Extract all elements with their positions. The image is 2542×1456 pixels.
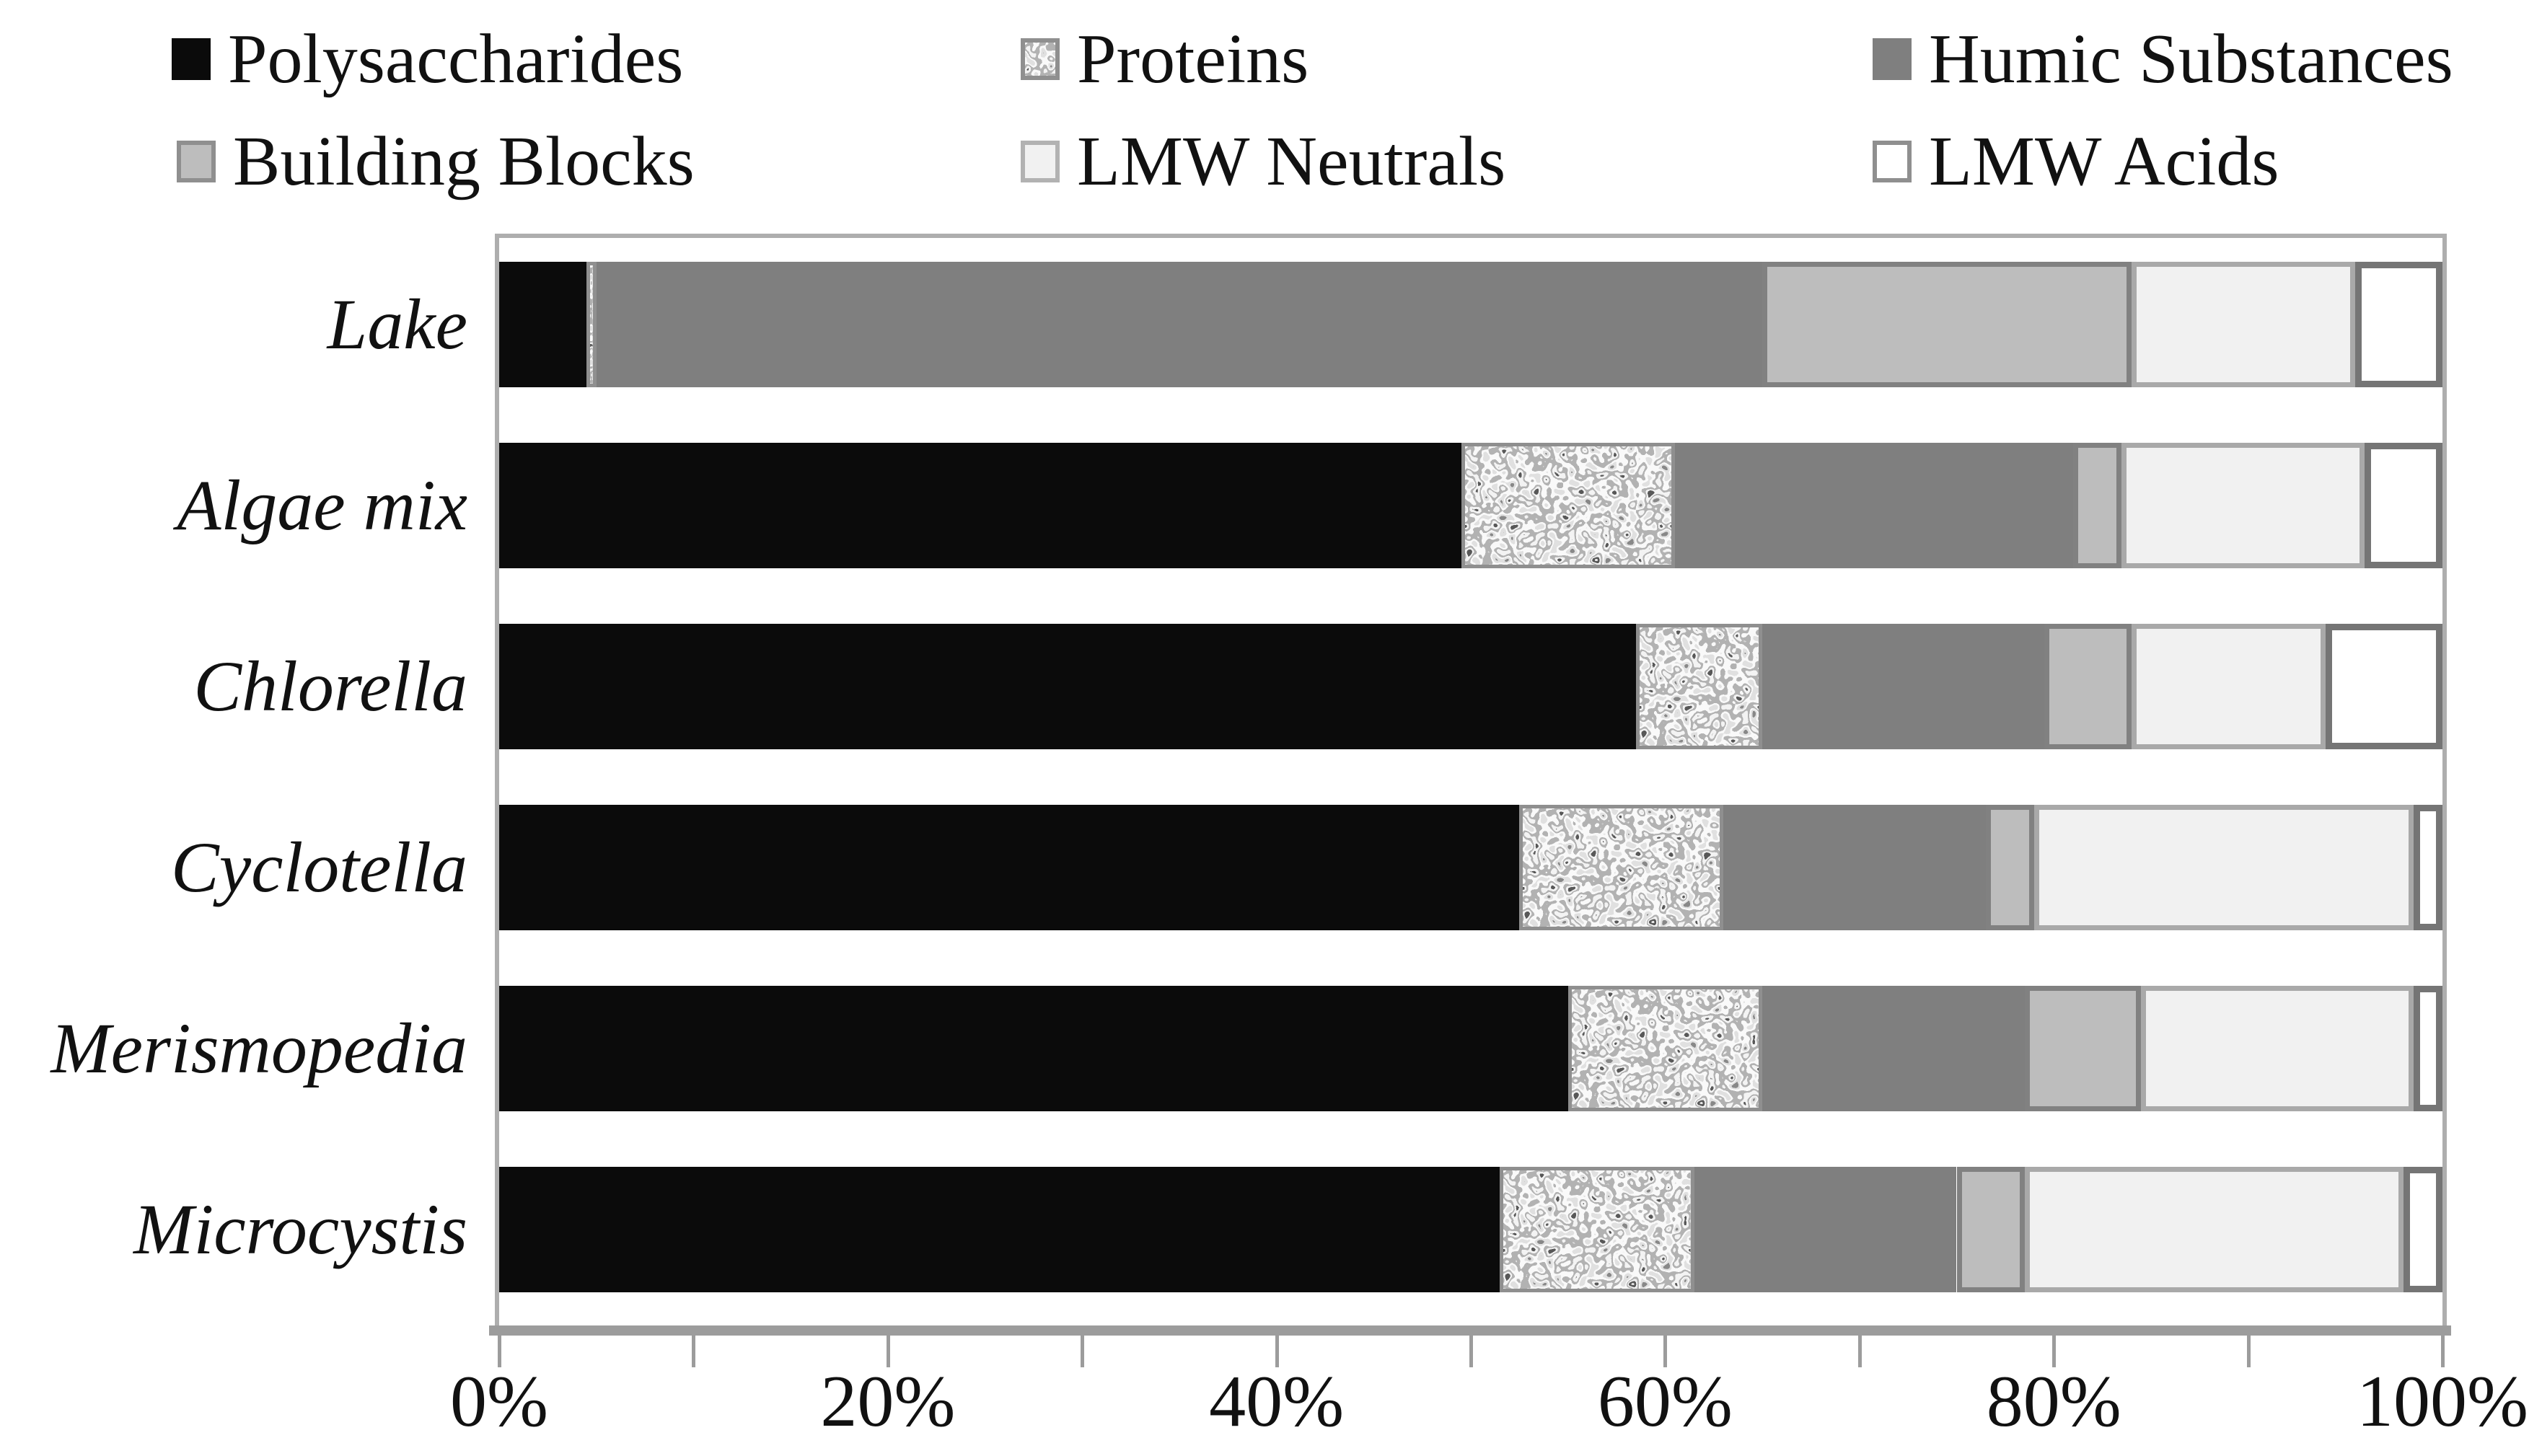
x-axis-tick-label-0: 0% (450, 1361, 548, 1442)
segment-proteins-cyclotella (1519, 805, 1724, 930)
legend-item-building-blocks: Building Blocks (177, 118, 695, 205)
legend-label-building-blocks: Building Blocks (233, 123, 695, 200)
legend-swatch-lmw-neutrals-icon (1021, 141, 1060, 182)
bar-row-merismopedia (499, 986, 2442, 1111)
x-axis-tick (1081, 1336, 1085, 1367)
x-axis-tick-label-20: 20% (820, 1361, 956, 1442)
category-label-cyclotella: Cyclotella (171, 827, 467, 907)
segment-building-blocks-microcystis (1956, 1167, 2025, 1292)
x-axis-tick (2441, 1336, 2445, 1367)
bar-row-algae-mix (499, 443, 2442, 568)
x-axis-tick-label-60: 60% (1597, 1361, 1733, 1442)
x-axis-tick (692, 1336, 696, 1367)
x-axis-tick (886, 1336, 890, 1367)
segment-polysaccharides-algae-mix (499, 443, 1461, 568)
segment-humic-substances-merismopedia (1762, 986, 2025, 1111)
bar-row-cyclotella (499, 805, 2442, 930)
category-label-algae-mix: Algae mix (177, 465, 467, 545)
bar-row-lake (499, 262, 2442, 387)
segment-building-blocks-cyclotella (1985, 805, 2035, 930)
segment-humic-substances-microcystis (1694, 1167, 1957, 1292)
segment-lmw-neutrals-merismopedia (2141, 986, 2414, 1111)
segment-polysaccharides-lake (499, 262, 587, 387)
x-axis-tick-label-80: 80% (1986, 1361, 2121, 1442)
legend-item-lmw-acids: LMW Acids (1873, 118, 2279, 205)
segment-lmw-acids-lake (2354, 262, 2442, 387)
segment-lmw-acids-microcystis (2404, 1167, 2442, 1292)
segment-polysaccharides-cyclotella (499, 805, 1520, 930)
x-axis-tick (1275, 1336, 1279, 1367)
legend-label-lmw-acids: LMW Acids (1929, 123, 2279, 200)
x-axis-tick-label-100: 100% (2357, 1361, 2528, 1442)
legend-swatch-polysaccharides-icon (172, 38, 211, 80)
segment-proteins-chlorella (1635, 624, 1763, 749)
segment-building-blocks-lake (1762, 262, 2132, 387)
category-label-chlorella: Chlorella (193, 646, 467, 726)
x-axis-tick (1857, 1336, 1862, 1367)
legend-label-lmw-neutrals: LMW Neutrals (1077, 123, 1506, 200)
legend-label-polysaccharides: Polysaccharides (228, 20, 684, 98)
segment-proteins-lake (586, 262, 597, 387)
bar-row-chlorella (499, 624, 2442, 749)
legend-swatch-humic-substances-icon (1873, 38, 1912, 80)
segment-lmw-acids-merismopedia (2413, 986, 2442, 1111)
segment-humic-substances-algae-mix (1674, 443, 2074, 568)
segment-polysaccharides-chlorella (499, 624, 1636, 749)
segment-polysaccharides-microcystis (499, 1167, 1500, 1292)
segment-lmw-acids-cyclotella (2413, 805, 2442, 930)
category-label-merismopedia: Merismopedia (50, 1008, 467, 1088)
segment-humic-substances-lake (596, 262, 1763, 387)
x-axis-tick (2246, 1336, 2251, 1367)
segment-humic-substances-chlorella (1762, 624, 2044, 749)
segment-proteins-algae-mix (1461, 443, 1675, 568)
segment-building-blocks-algae-mix (2073, 443, 2122, 568)
legend-label-proteins: Proteins (1077, 20, 1309, 98)
legend-label-humic-substances: Humic Substances (1929, 20, 2453, 98)
segment-lmw-neutrals-microcystis (2024, 1167, 2404, 1292)
category-label-microcystis: Microcystis (133, 1189, 467, 1269)
x-axis-tick (1469, 1336, 1473, 1367)
x-axis-line (489, 1325, 2451, 1336)
segment-lmw-neutrals-chlorella (2131, 624, 2326, 749)
segment-lmw-neutrals-cyclotella (2034, 805, 2414, 930)
legend-item-proteins: Proteins (1021, 16, 1309, 102)
segment-building-blocks-merismopedia (2024, 986, 2142, 1111)
legend-swatch-proteins-icon (1021, 38, 1060, 80)
category-label-lake: Lake (327, 284, 467, 364)
segment-lmw-acids-chlorella (2326, 624, 2442, 749)
legend-item-humic-substances: Humic Substances (1873, 16, 2453, 102)
x-axis-tick (2052, 1336, 2057, 1367)
segment-lmw-acids-algae-mix (2365, 443, 2442, 568)
bar-row-microcystis (499, 1167, 2442, 1292)
segment-humic-substances-cyclotella (1723, 805, 1986, 930)
legend-item-polysaccharides: Polysaccharides (172, 16, 683, 102)
segment-lmw-neutrals-lake (2131, 262, 2355, 387)
x-axis-tick (1663, 1336, 1668, 1367)
x-axis-tick-label-40: 40% (1209, 1361, 1345, 1442)
segment-lmw-neutrals-algae-mix (2121, 443, 2365, 568)
segment-proteins-merismopedia (1567, 986, 1763, 1111)
legend-item-lmw-neutrals: LMW Neutrals (1021, 118, 1505, 205)
legend-swatch-building-blocks-icon (177, 141, 216, 182)
x-axis-tick (498, 1336, 501, 1367)
plot-area (495, 234, 2447, 1325)
segment-proteins-microcystis (1500, 1167, 1694, 1292)
segment-polysaccharides-merismopedia (499, 986, 1568, 1111)
legend-swatch-lmw-acids-icon (1873, 141, 1912, 182)
segment-building-blocks-chlorella (2044, 624, 2132, 749)
